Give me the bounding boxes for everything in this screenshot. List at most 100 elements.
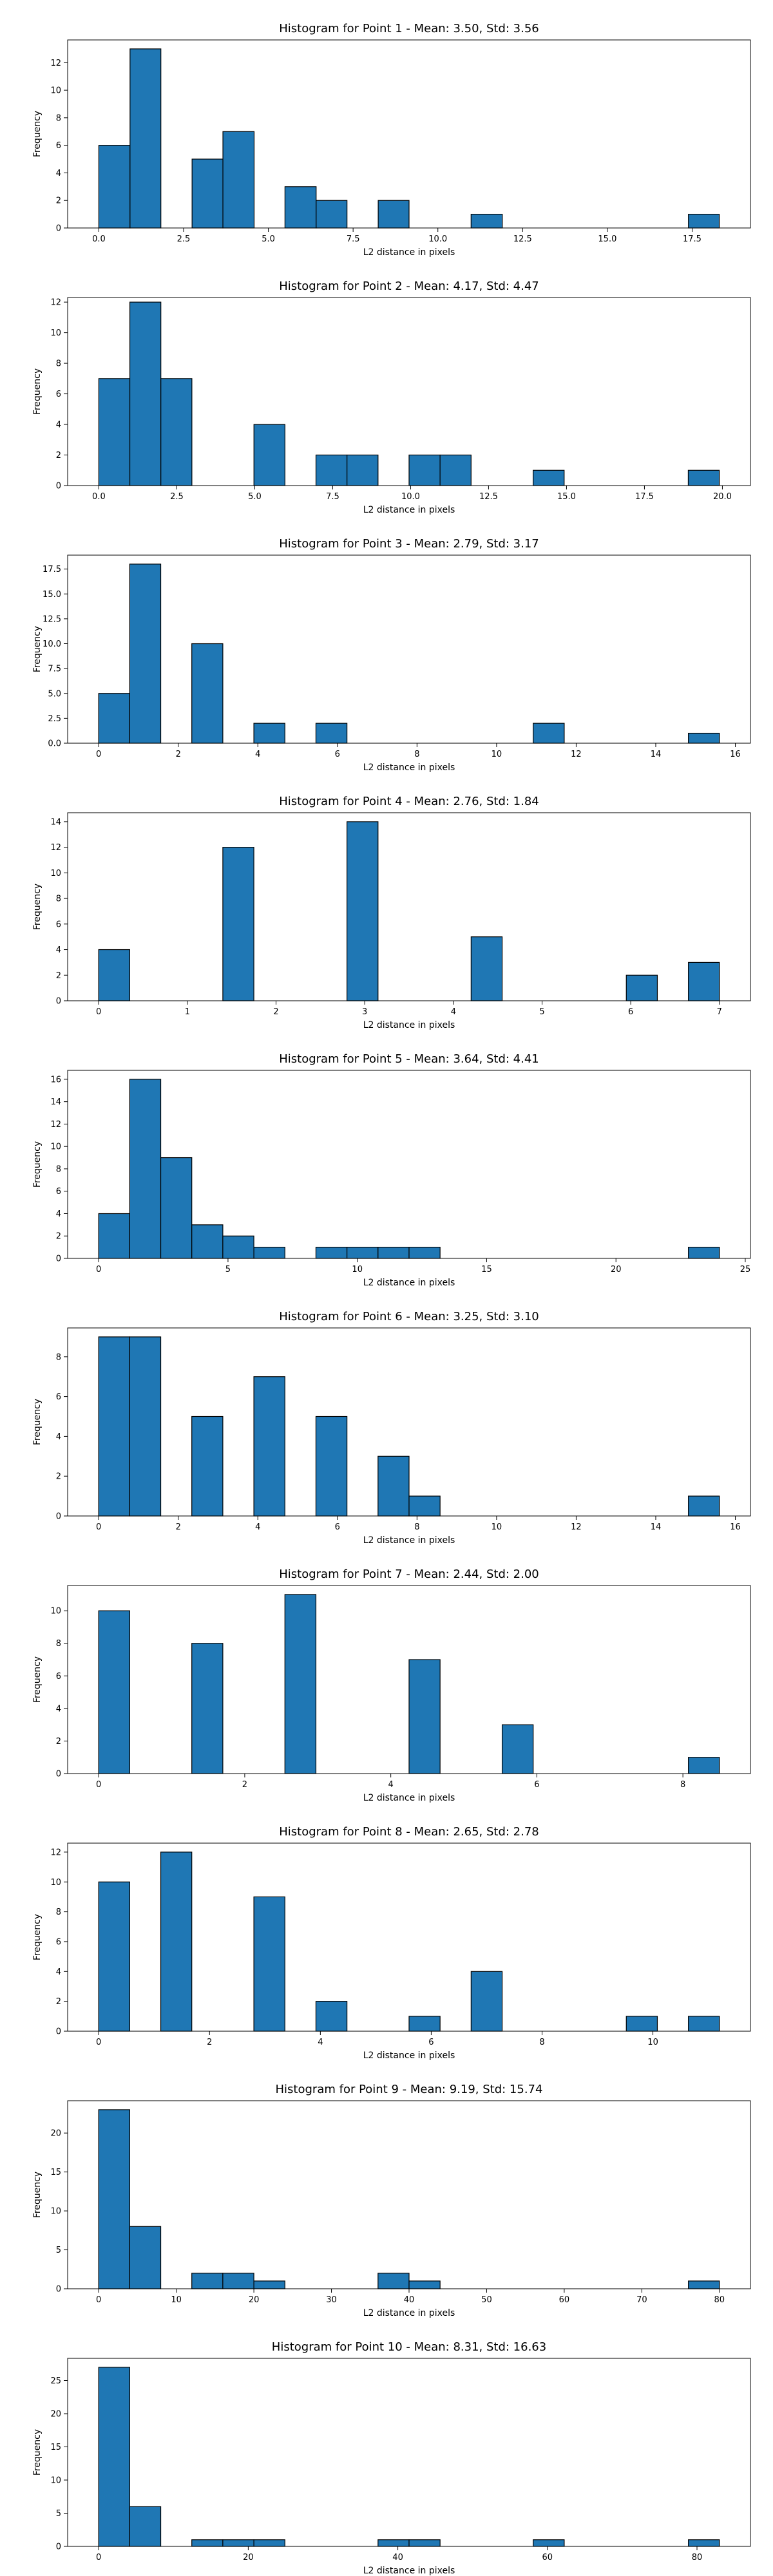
y-tick-label: 15 xyxy=(50,2443,61,2452)
histogram-bar xyxy=(347,821,379,1001)
y-tick-label: 12 xyxy=(50,843,61,853)
histogram-bar xyxy=(98,378,131,486)
histogram-bar xyxy=(315,1247,348,1259)
y-tick-label: 2 xyxy=(56,451,61,460)
histogram-bar xyxy=(222,1235,254,1259)
x-tick-label: 80 xyxy=(714,2295,725,2305)
y-tick-label: 8 xyxy=(56,1908,61,1917)
x-tick-label: 8 xyxy=(414,750,419,759)
x-tick-label: 2.5 xyxy=(177,234,191,244)
x-tick-label: 2 xyxy=(242,1780,247,1790)
y-tick-label: 0 xyxy=(56,2027,61,2037)
histogram-bar xyxy=(316,200,348,229)
histogram-bar xyxy=(377,2539,410,2547)
histogram-bar xyxy=(625,974,658,1001)
x-tick-label: 0 xyxy=(96,1007,101,1017)
plot-frame xyxy=(67,554,751,744)
x-tick-label: 0 xyxy=(96,750,101,759)
y-tick-label: 0 xyxy=(56,1770,61,1779)
x-axis-label: L2 distance in pixels xyxy=(363,2308,455,2318)
chart-title: Histogram for Point 1 - Mean: 3.50, Std:… xyxy=(279,22,539,35)
histogram-bar xyxy=(129,2506,162,2547)
y-tick-label: 14 xyxy=(50,1097,61,1107)
histogram-bar xyxy=(688,214,720,229)
y-axis-label: Frequency xyxy=(32,2172,43,2218)
y-tick-label: 2 xyxy=(56,1737,61,1747)
x-tick-label: 12 xyxy=(571,750,582,759)
histogram-panel-8: Histogram for Point 8 - Mean: 2.65, Std:… xyxy=(32,1825,751,2061)
x-tick-label: 8 xyxy=(414,1522,419,1532)
histogram-bar xyxy=(129,301,162,486)
y-tick-label: 4 xyxy=(56,421,61,430)
x-tick-label: 15.0 xyxy=(598,234,616,244)
histogram-bar xyxy=(315,454,348,486)
y-tick-label: 6 xyxy=(56,1937,61,1947)
x-tick-label: 12 xyxy=(571,1522,582,1532)
y-tick-label: 0 xyxy=(56,2543,61,2552)
x-tick-label: 2.5 xyxy=(170,492,184,502)
histogram-bar xyxy=(222,2273,254,2289)
histogram-bar xyxy=(408,1495,441,1517)
x-tick-label: 20 xyxy=(249,2295,260,2305)
plot-frame xyxy=(67,39,751,229)
histogram-bar xyxy=(533,723,565,744)
x-axis-label: L2 distance in pixels xyxy=(363,1535,455,1546)
histogram-bar xyxy=(222,847,254,1001)
histogram-bar xyxy=(253,1896,285,2032)
x-tick-label: 10 xyxy=(491,1522,502,1532)
x-tick-label: 10.0 xyxy=(428,234,447,244)
y-axis-label: Frequency xyxy=(32,1656,43,1703)
x-tick-label: 20.0 xyxy=(713,492,732,502)
histogram-bar xyxy=(501,1724,534,1774)
histogram-bar xyxy=(253,1247,285,1259)
plot-frame xyxy=(67,2100,751,2289)
y-tick-label: 10 xyxy=(50,2207,61,2217)
y-tick-label: 10 xyxy=(50,869,61,878)
histogram-panel-5: Histogram for Point 5 - Mean: 3.64, Std:… xyxy=(32,1052,751,1288)
y-tick-label: 14 xyxy=(50,817,61,827)
x-tick-label: 16 xyxy=(730,750,741,759)
histogram-panel-2: Histogram for Point 2 - Mean: 4.17, Std:… xyxy=(32,279,751,515)
y-axis-label: Frequency xyxy=(32,2429,43,2476)
x-tick-label: 60 xyxy=(542,2553,553,2562)
x-tick-label: 60 xyxy=(559,2295,570,2305)
x-tick-label: 0 xyxy=(96,2553,101,2562)
chart-title: Histogram for Point 3 - Mean: 2.79, Std:… xyxy=(279,537,539,551)
y-tick-label: 8 xyxy=(56,113,61,123)
x-tick-label: 7.5 xyxy=(326,492,339,502)
x-tick-label: 2 xyxy=(273,1007,278,1017)
y-tick-label: 0 xyxy=(56,1512,61,1522)
chart-title: Histogram for Point 6 - Mean: 3.25, Std:… xyxy=(279,1310,539,1323)
x-tick-label: 0 xyxy=(96,1265,101,1274)
x-tick-label: 5.0 xyxy=(262,234,275,244)
x-tick-label: 14 xyxy=(651,750,662,759)
y-axis-label: Frequency xyxy=(32,1914,43,1960)
x-tick-label: 10 xyxy=(171,2295,182,2305)
y-tick-label: 7.5 xyxy=(48,665,61,674)
y-tick-label: 16 xyxy=(50,1075,61,1084)
x-tick-label: 5 xyxy=(225,1265,231,1274)
y-tick-label: 0 xyxy=(56,2285,61,2295)
histogram-panel-3: Histogram for Point 3 - Mean: 2.79, Std:… xyxy=(32,537,751,773)
histogram-bar xyxy=(160,1157,193,1259)
histogram-bar xyxy=(315,2001,348,2032)
chart-title: Histogram for Point 7 - Mean: 2.44, Std:… xyxy=(279,1567,539,1581)
x-tick-label: 30 xyxy=(326,2295,337,2305)
y-tick-label: 6 xyxy=(56,390,61,399)
x-tick-label: 5 xyxy=(539,1007,544,1017)
x-axis-label: L2 distance in pixels xyxy=(363,1793,455,1803)
x-tick-label: 8 xyxy=(539,2038,544,2047)
y-tick-label: 10 xyxy=(50,328,61,338)
x-axis-label: L2 distance in pixels xyxy=(363,505,455,515)
y-tick-label: 10 xyxy=(50,1878,61,1888)
x-tick-label: 17.5 xyxy=(635,492,654,502)
y-axis-label: Frequency xyxy=(32,884,43,930)
x-tick-label: 4 xyxy=(451,1007,456,1017)
x-tick-label: 2 xyxy=(207,2038,212,2047)
histogram-bar xyxy=(688,1757,720,1774)
histogram-bar xyxy=(688,2016,720,2032)
histogram-bar xyxy=(98,2367,130,2547)
histogram-bar xyxy=(377,2273,410,2289)
y-tick-label: 6 xyxy=(56,1672,61,1681)
x-tick-label: 4 xyxy=(318,2038,323,2047)
